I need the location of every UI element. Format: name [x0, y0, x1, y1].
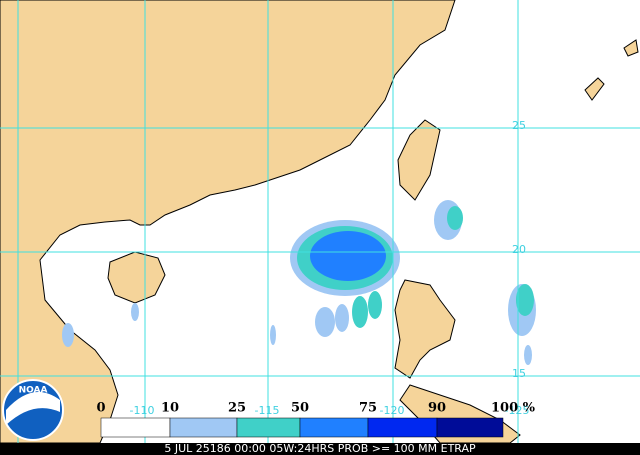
legend: 0 10 25 50 75 90 100 % [96, 401, 536, 438]
lon-label: -120 [380, 404, 405, 417]
lat-label: 15 [512, 367, 526, 380]
legend-swatch [367, 417, 438, 438]
lat-label: 25 [512, 119, 526, 132]
legend-swatch [236, 417, 301, 438]
legend-label: 90 [428, 401, 446, 416]
legend-swatch [169, 417, 238, 438]
legend-label: 100 % [491, 401, 536, 416]
legend-label: 25 [228, 401, 246, 416]
logo-text: NOAA [19, 386, 48, 396]
lon-label: -110 [130, 404, 155, 417]
legend-label: 0 [96, 401, 105, 416]
legend-swatch [436, 417, 504, 438]
legend-swatch [100, 417, 171, 438]
lon-label: -125 [505, 404, 530, 417]
legend-label: 10 [161, 401, 179, 416]
noaa-logo: NOAA [2, 379, 64, 441]
legend-swatch [299, 417, 369, 438]
lon-label: -115 [255, 404, 280, 417]
lat-label: 20 [512, 243, 526, 256]
precipitation [62, 200, 536, 365]
graticule: 25 20 15 -110 -115 -120 -125 [0, 0, 640, 443]
caption-bar [0, 443, 640, 455]
legend-label: 50 [291, 401, 309, 416]
legend-label: 75 [359, 401, 377, 416]
caption: 5 JUL 25186 00:00 05W:24HRS PROB >= 100 … [164, 442, 476, 455]
